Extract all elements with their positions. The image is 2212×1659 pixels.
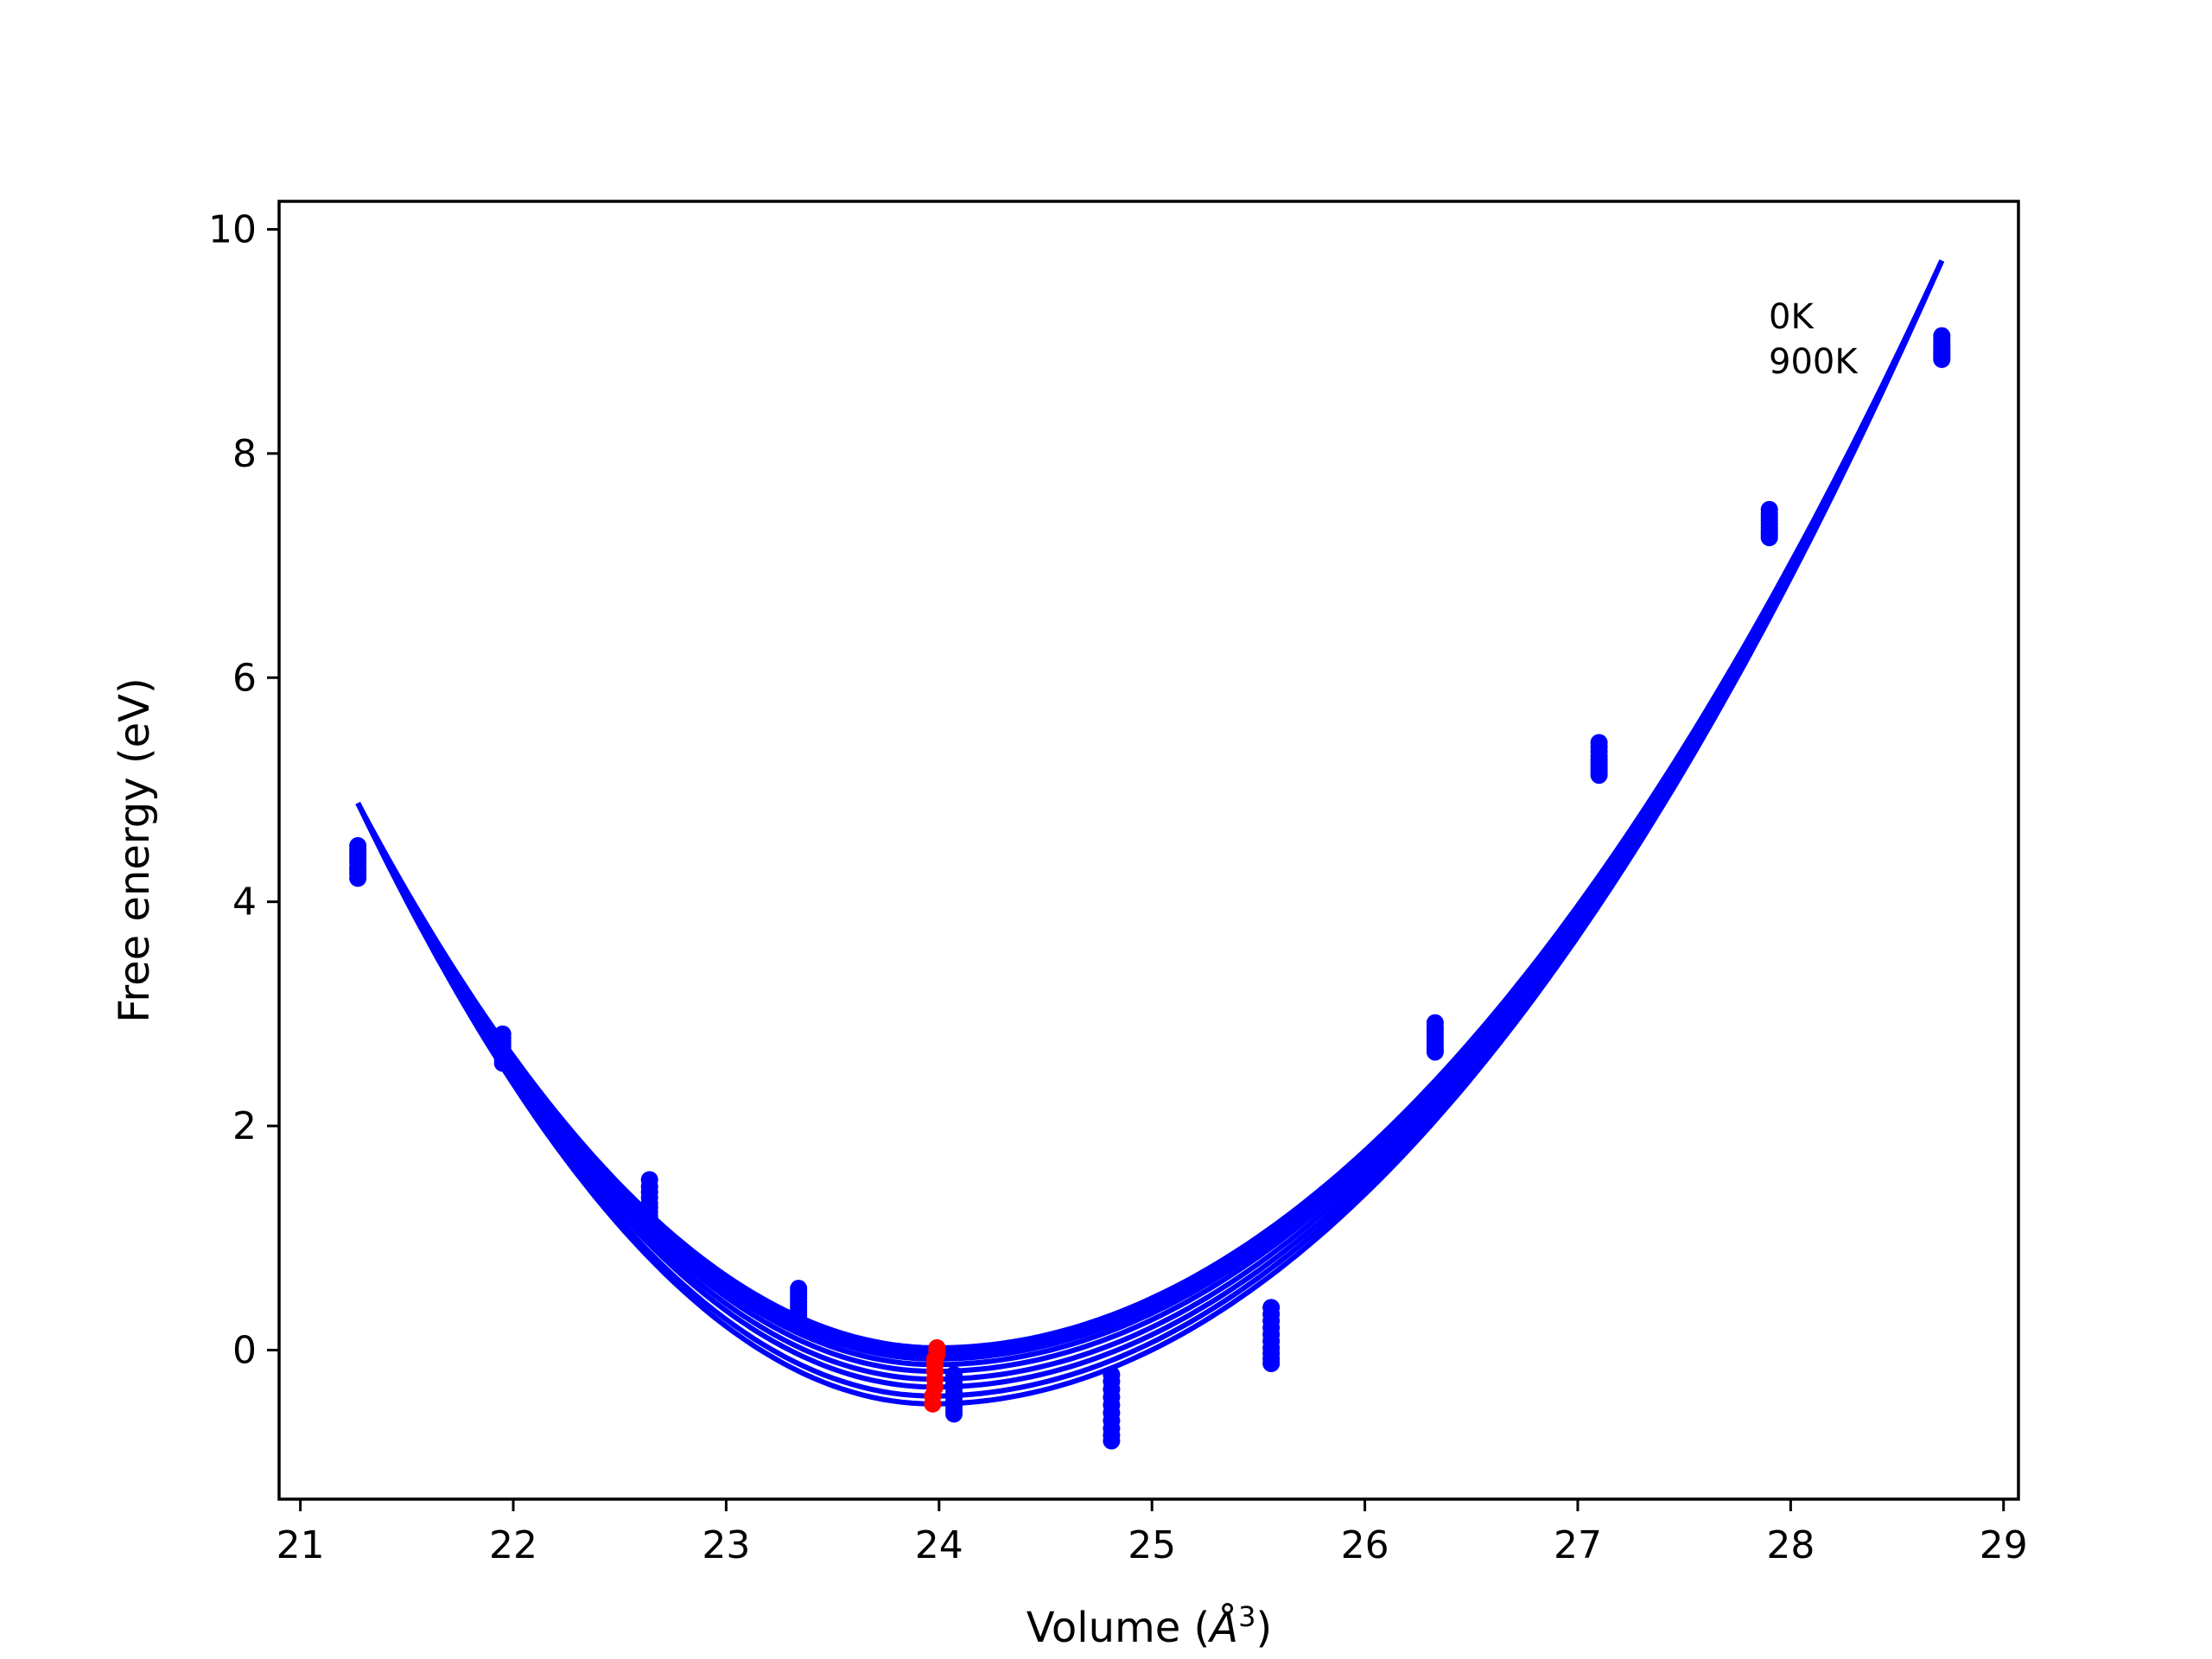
data-point-v10-t9 (1933, 350, 1951, 368)
x-tick-label-21: 21 (276, 1523, 325, 1567)
y-tick-label-0: 0 (232, 1328, 257, 1372)
plot-frame (277, 200, 2020, 1501)
x-tick-label-22: 22 (489, 1523, 537, 1567)
x-axis-label-exponent: 3 (1238, 1600, 1255, 1633)
data-point-v2-t9 (640, 1217, 658, 1235)
fit-curve-900k (355, 259, 1945, 1407)
y-tick-label-8: 8 (232, 432, 257, 476)
x-axis-label-text: Volume ( (1027, 1604, 1211, 1652)
data-point-v6-t9 (1262, 1355, 1281, 1373)
x-tick-label-29: 29 (1980, 1523, 2028, 1567)
x-tick-label-27: 27 (1554, 1523, 1602, 1567)
x-axis-label-unit: Å (1207, 1603, 1238, 1652)
data-point-v1-t9 (493, 1054, 512, 1072)
annotation-0k: 0K (1769, 297, 1815, 337)
data-point-v3-t9 (790, 1310, 808, 1328)
y-axis-label: Free energy (eV) (111, 677, 159, 1022)
data-point-v8-t9 (1590, 766, 1608, 785)
x-tick-label-28: 28 (1766, 1523, 1815, 1567)
x-axis-label: Volume (Å3) (1027, 1600, 1272, 1652)
y-tick-label-2: 2 (232, 1104, 257, 1148)
x-tick-label-24: 24 (915, 1523, 963, 1567)
y-tick-label-6: 6 (232, 656, 257, 700)
data-point-v4-t9 (945, 1405, 963, 1423)
x-tick-label-25: 25 (1128, 1523, 1176, 1567)
minimum-point-900k (924, 1395, 942, 1413)
data-point-v7-t9 (1426, 1043, 1444, 1061)
data-point-v5-t9 (1103, 1432, 1121, 1450)
y-tick-label-4: 4 (232, 880, 257, 925)
data-point-v0-t9 (349, 869, 367, 887)
x-tick-label-26: 26 (1341, 1523, 1389, 1567)
x-axis-label-close: ) (1255, 1604, 1272, 1652)
plot-content (349, 259, 1951, 1450)
annotation-900k: 900K (1769, 342, 1859, 382)
y-tick-label-10: 10 (208, 207, 257, 251)
data-point-v9-t9 (1760, 529, 1778, 547)
x-tick-label-23: 23 (702, 1523, 750, 1567)
